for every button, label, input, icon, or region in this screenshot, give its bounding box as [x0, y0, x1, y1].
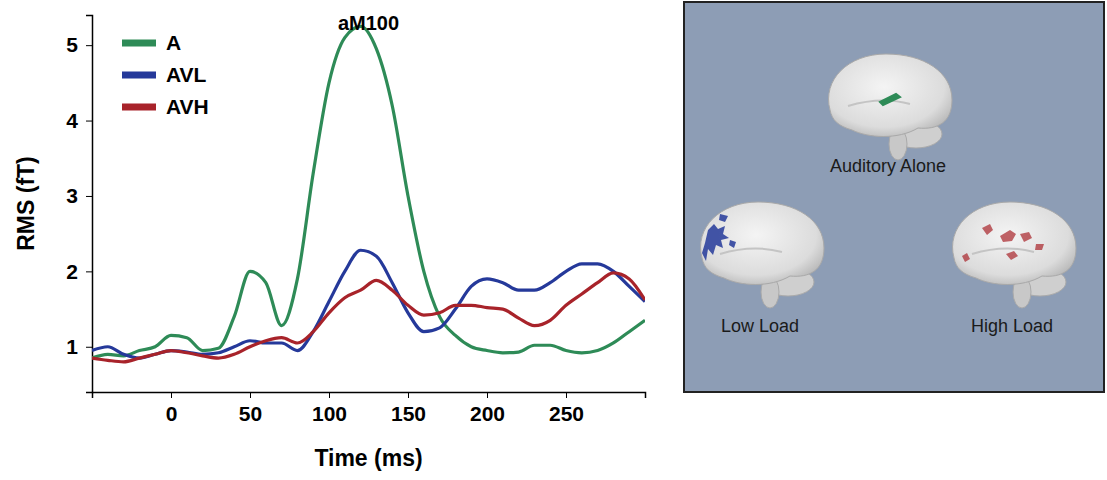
x-tick: 200 [470, 392, 505, 425]
y-tick-mark [86, 271, 92, 272]
brain [829, 54, 952, 160]
legend: A AVL AVH [122, 31, 209, 118]
legend-label: A [166, 31, 181, 54]
y-axis: 1 2 3 4 5 [66, 16, 92, 393]
x-tick-label: 0 [166, 402, 178, 425]
x-tick: 150 [391, 392, 426, 425]
x-axis-title: Time (ms) [314, 445, 422, 471]
sulcus [848, 100, 910, 106]
annotation: aM100 [338, 12, 399, 34]
brain-label: High Load [971, 316, 1053, 336]
y-tick-mark [86, 121, 92, 122]
y-tick-mark [86, 347, 92, 348]
legend-label: AVL [166, 63, 207, 86]
x-tick-mark [566, 392, 567, 398]
y-tick-label: 1 [66, 335, 78, 358]
legend-swatch [122, 72, 156, 79]
x-tick-mark [408, 392, 409, 398]
figure: 0 50 100 150 200 250 1 2 3 4 5 Time (ms) RMS (fT) aM1… [0, 0, 1107, 480]
x-tick: 250 [549, 392, 584, 425]
brain-label: Auditory Alone [830, 156, 946, 176]
legend-swatch [122, 40, 156, 47]
y-tick-label: 3 [66, 184, 78, 207]
legend-swatch [122, 104, 156, 111]
y-tick: 4 [66, 109, 92, 132]
y-tick: 5 [66, 33, 92, 56]
y-tick-label: 5 [66, 33, 78, 56]
x-tick-mark [487, 392, 488, 398]
x-axis-line [93, 393, 646, 399]
series-line [92, 273, 645, 362]
x-tick: 50 [239, 392, 262, 425]
legend-label: AVH [166, 95, 209, 118]
x-tick-label: 100 [312, 402, 347, 425]
brain-label: Low Load [721, 316, 799, 336]
x-tick-label: 250 [549, 402, 584, 425]
y-tick: 1 [66, 335, 92, 358]
x-tick-mark [250, 392, 251, 398]
activation [880, 94, 900, 105]
y-tick-label: 2 [66, 260, 78, 283]
x-tick-mark [329, 392, 330, 398]
x-tick-label: 50 [239, 402, 262, 425]
activation [702, 214, 736, 261]
y-tick: 3 [66, 184, 92, 207]
brain [701, 202, 824, 308]
x-tick-label: 150 [391, 402, 426, 425]
sulcus [972, 248, 1034, 254]
panel-background [684, 2, 1104, 392]
cortex [953, 202, 1076, 285]
x-axis: 0 50 100 150 200 250 [93, 392, 646, 425]
y-tick-mark [86, 45, 92, 46]
y-tick-mark [86, 196, 92, 197]
x-tick: 100 [312, 392, 347, 425]
y-tick: 2 [66, 260, 92, 283]
plot-area [92, 26, 645, 362]
brain [953, 202, 1076, 308]
y-axis-line [86, 16, 93, 393]
activation [962, 224, 1044, 262]
x-tick-mark [171, 392, 172, 398]
x-tick: 0 [166, 392, 178, 425]
series-line [92, 250, 645, 358]
brain-panel: Auditory Alone Low Load High Load [684, 2, 1104, 392]
sulcus [720, 248, 782, 254]
cortex [829, 54, 952, 137]
x-tick-label: 200 [470, 402, 505, 425]
y-axis-title: RMS (fT) [13, 156, 39, 251]
cortex [701, 202, 824, 285]
y-tick-label: 4 [66, 109, 78, 132]
